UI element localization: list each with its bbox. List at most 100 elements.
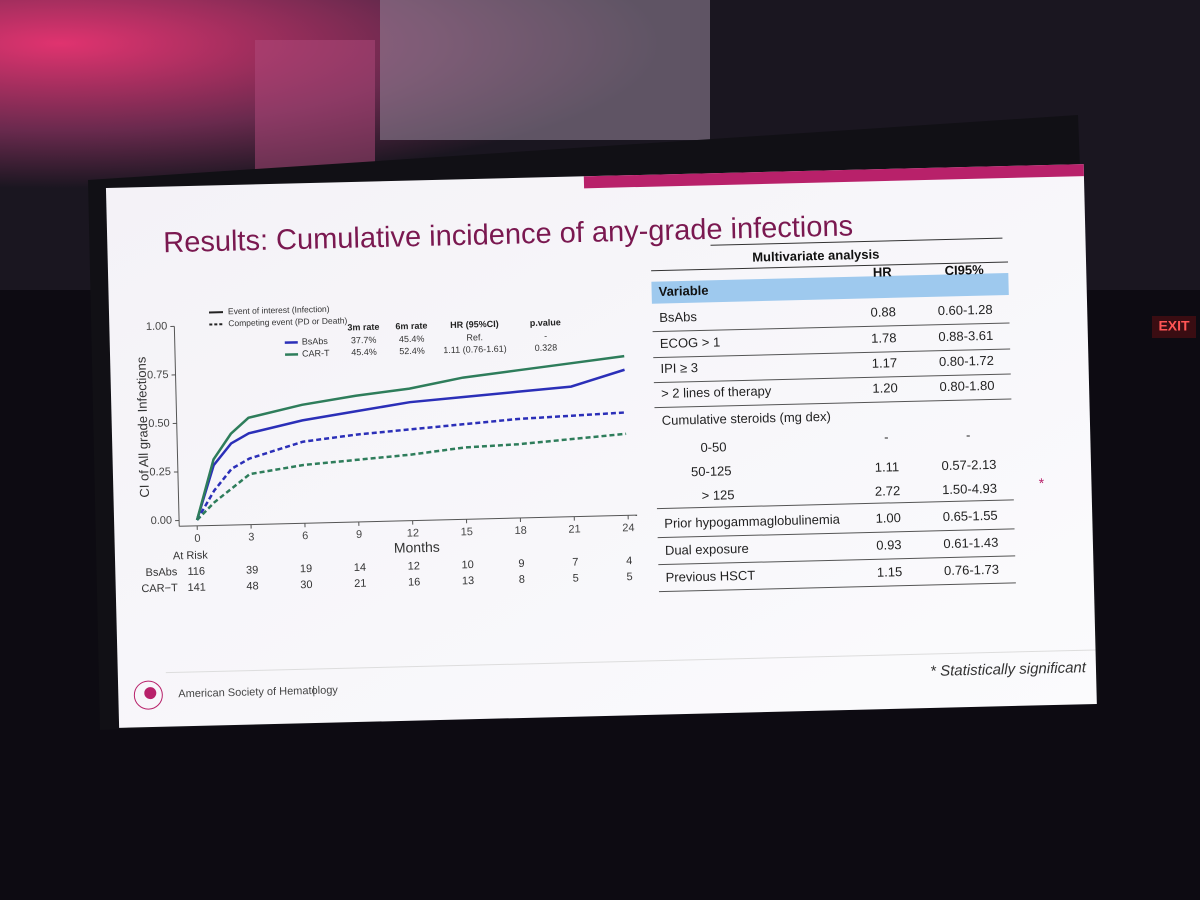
y-tick-label: 1.00	[146, 320, 168, 333]
event-line	[195, 354, 625, 521]
table-cell: 0.76-1.73	[944, 562, 999, 578]
risk-value: 5	[573, 572, 579, 584]
logo-dot	[144, 687, 157, 700]
footnote: * Statistically significant	[930, 659, 1087, 680]
y-tick-label: 0.75	[147, 369, 169, 382]
event-line	[195, 368, 625, 521]
x-axis	[179, 514, 638, 527]
table-row-label: Dual exposure	[665, 541, 749, 558]
risk-value: 19	[300, 563, 313, 575]
table-row-rule	[652, 322, 1010, 333]
stats-cell: -	[544, 331, 547, 341]
risk-value: 116	[187, 566, 205, 578]
table-cell: 2.72	[875, 483, 901, 499]
table-header: HR	[873, 264, 893, 279]
table-cell: -	[884, 429, 889, 444]
y-tick-label: 0.25	[149, 466, 171, 479]
table-cell: 0.61-1.43	[943, 535, 998, 551]
slide: Results: Cumulative incidence of any-gra…	[105, 164, 1097, 728]
table-title: Multivariate analysis	[752, 247, 880, 265]
table-row-rule	[653, 373, 1011, 384]
significance-flag: *	[1039, 475, 1045, 491]
ceiling-panel	[380, 0, 710, 140]
table-cell: 0.65-1.55	[943, 508, 998, 524]
footer-text: American Society of Hematology	[178, 684, 338, 700]
table-rule	[651, 261, 1009, 272]
slide-accent	[583, 164, 1084, 189]
table-row-label: IPI ≥ 3	[660, 360, 698, 376]
table-row-label: Prior hypogammaglobulinemia	[664, 512, 841, 531]
table-cell: 0.88-3.61	[938, 328, 993, 344]
x-tick-label: 0	[194, 533, 200, 545]
x-axis-label: Months	[394, 539, 440, 556]
table-row-label: 50-125	[691, 463, 732, 479]
table-cell: -	[966, 427, 971, 442]
wall-panel	[255, 40, 375, 170]
risk-value: 12	[407, 560, 420, 572]
y-axis	[173, 326, 180, 527]
exit-sign	[1152, 316, 1196, 338]
table-cell: 0.57-2.13	[941, 457, 996, 473]
risk-value: 48	[246, 580, 259, 592]
legend-label: BsAbs	[302, 336, 329, 347]
stats-header: 3m rate	[347, 322, 379, 333]
stats-cell: Ref.	[466, 332, 483, 342]
table-header: Variable	[658, 283, 708, 299]
table-rule	[710, 237, 1003, 246]
risk-value: 8	[519, 574, 525, 586]
table-row-rule	[654, 398, 1012, 409]
y-axis-label: CI of All grade Infections	[134, 356, 152, 498]
risk-title: At Risk	[173, 550, 209, 563]
table-cell: 0.80-1.80	[939, 378, 994, 394]
multivariate-table: Multivariate analysis Variable HR CI95% BsAb…	[651, 237, 1045, 593]
x-tick-label: 3	[248, 531, 254, 543]
stats-cell: 37.7%	[351, 335, 377, 346]
stats-cell: 1.11 (0.76-1.61)	[443, 344, 507, 356]
table-cell: 0.93	[876, 537, 902, 553]
table-row-label: Previous HSCT	[665, 568, 755, 585]
x-tick-label: 21	[568, 523, 581, 535]
risk-value: 9	[518, 558, 524, 570]
risk-value: 4	[626, 555, 632, 567]
legend-label: CAR-T	[302, 348, 330, 359]
table-row-rule	[653, 348, 1011, 359]
table-cell: 0.80-1.72	[939, 353, 994, 369]
logo	[133, 680, 163, 710]
table-cell: 1.15	[877, 564, 903, 580]
risk-label: BsAbs	[145, 566, 178, 579]
linestyle-label: Event of interest (Infection)	[228, 304, 330, 316]
stats-header: 6m rate	[395, 321, 427, 332]
table-cell: 1.11	[875, 459, 900, 475]
stats-header: p.value	[530, 317, 561, 328]
table-header: CI95%	[945, 262, 985, 278]
table-row-label: > 2 lines of therapy	[661, 383, 772, 401]
table-cell: 1.17	[872, 355, 898, 371]
stats-cell: 45.4%	[399, 334, 425, 345]
table-cell: 1.00	[875, 510, 901, 526]
table-row-label: ECOG > 1	[660, 334, 721, 350]
risk-value: 39	[246, 564, 259, 576]
table-row-label: > 125	[701, 487, 734, 503]
stats-cell: 52.4%	[399, 346, 425, 357]
stats-cell: 0.328	[535, 342, 558, 353]
table-section: Cumulative steroids (mg dex)	[662, 409, 831, 428]
table-cell: 1.20	[872, 380, 898, 396]
y-tick-label: 0.00	[151, 515, 173, 528]
risk-value: 30	[300, 579, 313, 591]
competing-line	[195, 411, 626, 521]
stats-header: HR (95%CI)	[450, 319, 499, 330]
risk-label: CAR−T	[141, 582, 178, 595]
table-row-rule	[658, 582, 1016, 593]
table-cell: 1.50-4.93	[942, 481, 997, 497]
table-row-label: BsAbs	[659, 309, 697, 325]
table-cell: 1.78	[871, 330, 897, 346]
linestyle-label: Competing event (PD or Death)	[228, 315, 347, 328]
table-row-rule	[658, 555, 1016, 566]
table-row-label: 0-50	[700, 439, 726, 455]
risk-value: 7	[572, 556, 578, 568]
table-cell: 0.88	[870, 304, 896, 320]
stats-cell: 45.4%	[351, 347, 377, 358]
table-row-rule	[656, 499, 1014, 510]
x-tick-label: 6	[302, 530, 308, 542]
